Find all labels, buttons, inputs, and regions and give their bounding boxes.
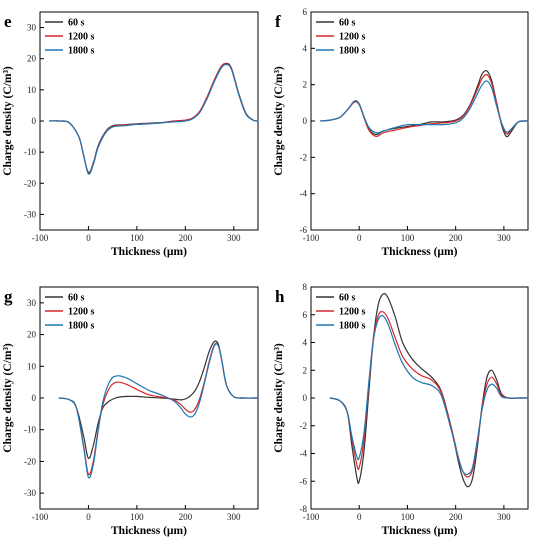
y-tick-label: 30: [27, 298, 37, 308]
x-tick-label: 0: [357, 512, 362, 522]
y-tick-label: -20: [24, 456, 36, 466]
y-tick-label: 4: [303, 338, 308, 348]
panel-letter: e: [4, 12, 12, 31]
y-tick-label: -20: [24, 178, 36, 188]
y-tick-label: 30: [27, 23, 37, 33]
x-tick-label: -100: [303, 233, 320, 243]
legend-label: 60 s: [68, 18, 85, 29]
series-line-3: [320, 80, 529, 134]
panel-letter: h: [275, 287, 285, 306]
x-tick-label: -100: [303, 512, 320, 522]
legend-label: 1800 s: [339, 46, 366, 57]
y-axis-label: Charge density (C/m³): [2, 343, 14, 453]
y-tick-label: 6: [303, 7, 308, 17]
legend-label: 60 s: [68, 293, 85, 304]
y-tick-label: 2: [303, 80, 308, 90]
series-line-3: [49, 63, 259, 175]
series-line-2: [329, 310, 529, 478]
legend-label: 60 s: [339, 18, 356, 29]
x-tick-label: 200: [179, 512, 193, 522]
y-tick-label: -2: [300, 421, 308, 431]
legend-label: 1800 s: [68, 46, 95, 57]
panel-letter: g: [4, 287, 13, 306]
y-tick-label: 10: [27, 361, 37, 371]
y-tick-label: 20: [27, 54, 37, 64]
y-tick-label: -6: [300, 225, 308, 235]
y-tick-label: -30: [24, 488, 36, 498]
y-tick-label: 4: [303, 43, 308, 53]
series-line-1: [49, 62, 259, 174]
y-tick-label: -10: [24, 425, 36, 435]
x-tick-label: 100: [401, 233, 415, 243]
legend-label: 1800 s: [339, 321, 366, 332]
x-tick-label: 300: [497, 512, 511, 522]
y-tick-label: 0: [303, 393, 308, 403]
x-tick-label: 0: [357, 233, 362, 243]
y-tick-label: -4: [300, 189, 308, 199]
y-tick-label: 6: [303, 310, 308, 320]
y-tick-label: 10: [27, 85, 37, 95]
y-tick-label: -30: [24, 209, 36, 219]
series-line-1: [329, 293, 529, 488]
chart-panel-g: -100 0 100 200 300-30-20-100102030Thickness …: [2, 286, 259, 537]
y-tick-label: 20: [27, 330, 37, 340]
x-tick-label: 300: [497, 233, 511, 243]
y-axis-label: Charge density (C/m³): [2, 66, 14, 176]
y-tick-label: -2: [300, 152, 308, 162]
x-tick-label: -100: [32, 233, 49, 243]
x-tick-label: 200: [449, 512, 463, 522]
series-line-3: [329, 315, 529, 476]
x-tick-label: 200: [179, 233, 193, 243]
y-tick-label: 2: [303, 365, 308, 375]
x-tick-label: 0: [86, 512, 91, 522]
x-tick-label: 0: [86, 233, 91, 243]
y-tick-label: -10: [24, 147, 36, 157]
y-tick-label: 8: [303, 282, 308, 292]
y-axis-label: Charge density (C/m³): [273, 343, 285, 453]
y-tick-label: 0: [32, 116, 37, 126]
series-line-3: [58, 343, 259, 479]
x-axis-label: Thickness (µm): [111, 246, 187, 258]
x-tick-label: 100: [130, 233, 144, 243]
legend-label: 1200 s: [339, 32, 366, 43]
y-tick-label: 0: [32, 393, 37, 403]
x-tick-label: 100: [130, 512, 144, 522]
legend-label: 1200 s: [68, 307, 95, 318]
series-line-2: [49, 63, 259, 175]
series-line-2: [58, 342, 259, 476]
chart-panel-h: -100 0 100 200 300 -8 -6 -4 -2 0 2 4 6 8 Thickness (µm…: [273, 282, 529, 537]
x-axis-label: Thickness (µm): [382, 246, 458, 258]
y-tick-label: -8: [300, 504, 308, 514]
x-tick-label: 100: [401, 512, 415, 522]
y-axis-label: Charge density (C/m³): [273, 66, 285, 176]
x-tick-label: -100: [32, 512, 49, 522]
x-axis-label: Thickness (µm): [111, 525, 187, 537]
x-axis-label: Thickness (µm): [382, 525, 458, 537]
panel-letter: f: [275, 12, 281, 31]
x-tick-label: 200: [449, 233, 463, 243]
y-tick-label: 0: [303, 116, 308, 126]
x-tick-label: 300: [227, 233, 241, 243]
legend-label: 1200 s: [339, 307, 366, 318]
y-tick-label: -4: [300, 449, 308, 459]
y-tick-label: -6: [300, 476, 308, 486]
legend-label: 1800 s: [68, 321, 95, 332]
x-tick-label: 300: [227, 512, 241, 522]
legend-label: 60 s: [339, 293, 356, 304]
legend-label: 1200 s: [68, 32, 95, 43]
chart-panel-f: -100 0 100 200 300 -6 -4 -2 0 2 4 6 Thickness (µm) Ch…: [273, 7, 529, 258]
chart-panel-e: -100 0 100 200 300-30-20-100102030Thickness …: [2, 11, 259, 258]
series-line-1: [58, 340, 259, 460]
